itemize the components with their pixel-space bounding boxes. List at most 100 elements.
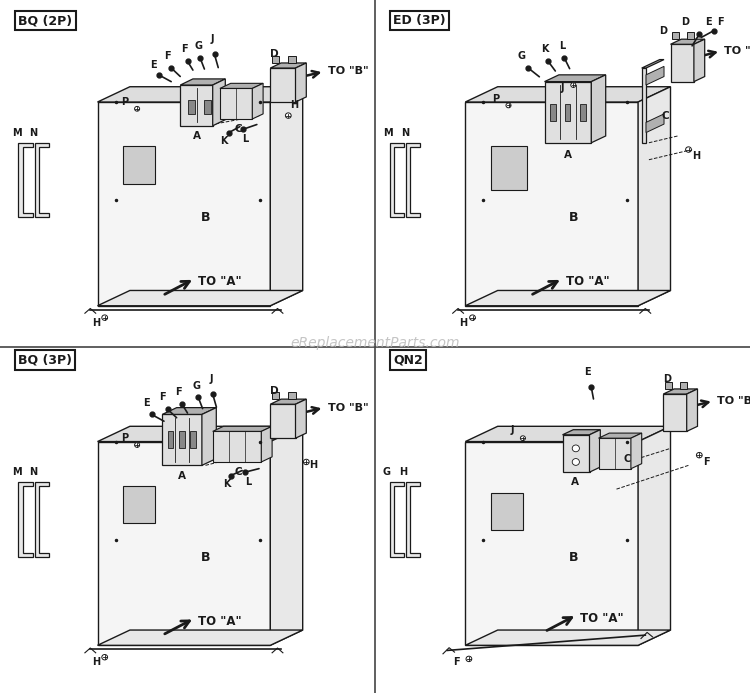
Text: H: H [310, 460, 317, 471]
Text: B: B [568, 211, 578, 224]
Text: A: A [178, 471, 186, 480]
Text: TO "B": TO "B" [328, 67, 368, 76]
Text: K: K [220, 136, 227, 146]
Polygon shape [663, 394, 687, 431]
Polygon shape [213, 431, 261, 462]
Polygon shape [270, 404, 296, 438]
Polygon shape [162, 414, 202, 466]
Text: N: N [400, 128, 409, 138]
Circle shape [134, 107, 140, 111]
Polygon shape [220, 89, 252, 119]
Polygon shape [687, 389, 698, 431]
Text: F: F [718, 17, 724, 27]
Text: N: N [29, 128, 38, 138]
Circle shape [470, 315, 476, 320]
Text: H: H [460, 317, 467, 328]
Circle shape [102, 315, 107, 320]
Text: TO "B": TO "B" [724, 46, 750, 56]
Bar [687, 33, 694, 40]
Text: P: P [121, 97, 128, 107]
Circle shape [102, 654, 107, 660]
Text: C: C [234, 467, 242, 477]
Text: H: H [399, 467, 407, 477]
Bar [188, 100, 195, 114]
Polygon shape [465, 441, 638, 645]
Text: M: M [383, 128, 393, 138]
Polygon shape [638, 426, 670, 645]
Polygon shape [694, 40, 705, 82]
Polygon shape [98, 630, 303, 645]
Polygon shape [544, 75, 606, 82]
Text: B: B [568, 550, 578, 563]
Text: M: M [12, 467, 21, 477]
Polygon shape [18, 482, 33, 557]
Text: D: D [681, 17, 689, 27]
Text: QN2: QN2 [393, 353, 423, 367]
Text: eReplacementParts.com: eReplacementParts.com [290, 336, 460, 350]
Circle shape [572, 459, 580, 466]
Text: G: G [382, 467, 390, 477]
Text: P: P [492, 94, 500, 104]
Polygon shape [296, 63, 306, 102]
Polygon shape [98, 102, 270, 306]
Text: D: D [659, 26, 668, 36]
Polygon shape [670, 40, 705, 44]
Polygon shape [270, 63, 306, 68]
Text: H: H [290, 100, 298, 110]
Polygon shape [646, 67, 664, 85]
Polygon shape [98, 290, 303, 306]
Text: E: E [150, 60, 157, 70]
Polygon shape [465, 290, 670, 306]
Polygon shape [670, 44, 694, 82]
Text: K: K [224, 479, 231, 489]
Polygon shape [270, 68, 296, 102]
Polygon shape [220, 83, 263, 89]
Bar [490, 493, 523, 530]
Text: A: A [193, 131, 200, 141]
Polygon shape [642, 68, 646, 143]
Text: F: F [453, 657, 460, 667]
Polygon shape [590, 430, 600, 472]
Polygon shape [270, 87, 303, 306]
Text: J: J [209, 374, 213, 384]
Text: B: B [201, 211, 210, 224]
Text: TO "A": TO "A" [566, 276, 610, 288]
Text: J: J [510, 425, 514, 435]
Circle shape [686, 147, 692, 152]
Polygon shape [270, 399, 306, 404]
Text: L: L [245, 477, 252, 487]
Polygon shape [180, 79, 225, 85]
Text: F: F [182, 44, 188, 54]
Circle shape [286, 113, 291, 119]
Text: N: N [29, 467, 38, 477]
Bar [272, 56, 279, 63]
Bar [205, 100, 211, 114]
Polygon shape [465, 630, 670, 645]
Polygon shape [642, 60, 664, 68]
Circle shape [304, 459, 309, 465]
Polygon shape [202, 407, 216, 466]
Text: D: D [269, 49, 278, 60]
Polygon shape [98, 87, 303, 102]
Bar [123, 486, 155, 523]
Text: K: K [541, 44, 548, 54]
Text: B: B [201, 550, 210, 563]
Text: L: L [242, 134, 248, 144]
Text: J: J [211, 34, 214, 44]
Polygon shape [465, 426, 670, 441]
Polygon shape [213, 426, 272, 431]
Polygon shape [406, 482, 420, 557]
Circle shape [466, 656, 472, 662]
Polygon shape [34, 143, 49, 218]
Polygon shape [180, 85, 213, 126]
Polygon shape [390, 143, 404, 218]
Text: G: G [194, 41, 202, 51]
Text: H: H [692, 151, 700, 161]
Text: L: L [560, 41, 566, 51]
Polygon shape [390, 482, 404, 557]
Polygon shape [465, 87, 670, 102]
Polygon shape [562, 430, 600, 435]
Polygon shape [296, 399, 306, 438]
Polygon shape [261, 426, 272, 462]
Polygon shape [598, 433, 642, 438]
